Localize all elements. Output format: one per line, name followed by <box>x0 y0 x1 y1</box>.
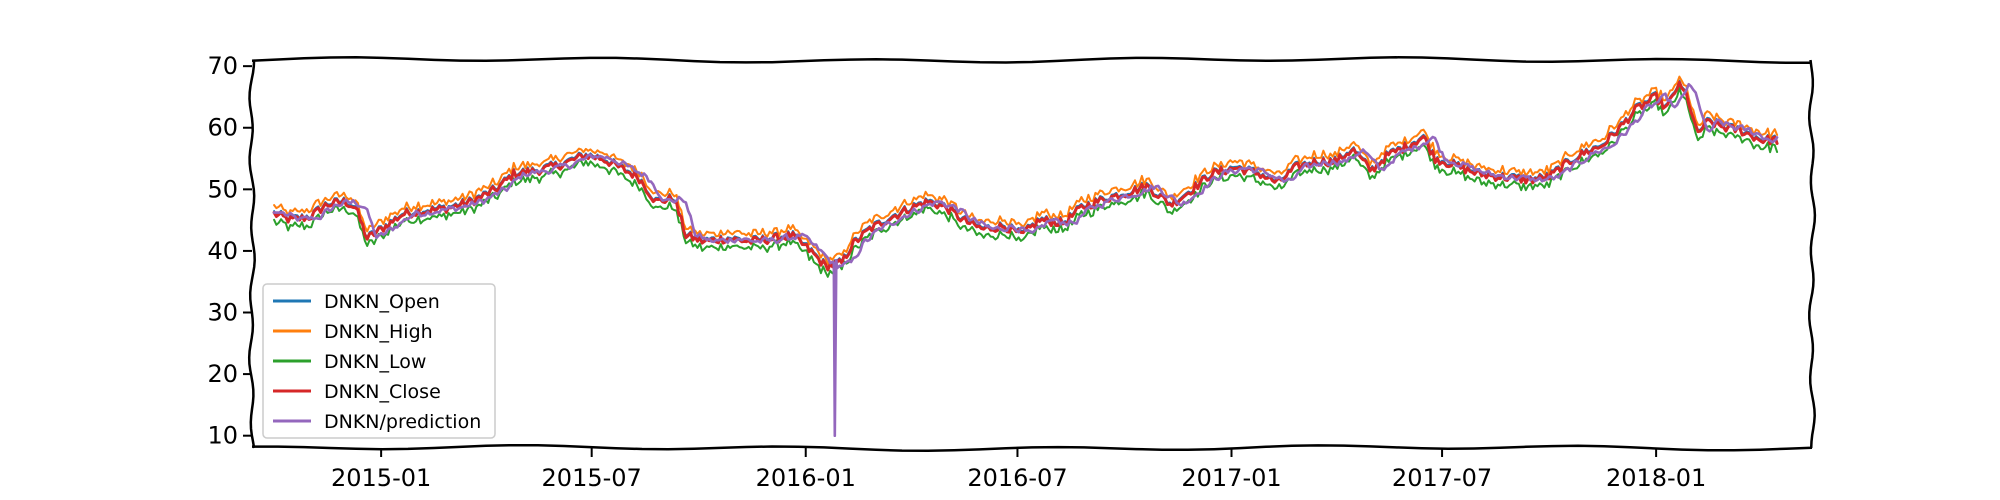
x-tick-label: 2018-01 <box>1606 464 1706 492</box>
legend-label: DNKN_High <box>324 321 433 343</box>
series-line-dnkn-high <box>273 75 1779 266</box>
axes-frame <box>247 56 1817 453</box>
y-tick-label: 60 <box>207 114 238 142</box>
series-line-dnkn-low <box>273 87 1779 278</box>
x-tick-label: 2015-07 <box>542 464 642 492</box>
legend: DNKN_Open DNKN_High DNKN_Low DNKN_Close DNKN… <box>262 283 496 439</box>
legend-label: DNKN/prediction <box>324 411 481 433</box>
x-tick-label: 2016-01 <box>756 464 856 492</box>
x-tick-label: 2017-07 <box>1392 464 1492 492</box>
y-tick-label: 40 <box>207 237 238 265</box>
series-line-dnkn-prediction <box>272 82 1779 437</box>
legend-label: DNKN_Close <box>324 381 441 403</box>
x-tick-label: 2017-01 <box>1181 464 1281 492</box>
series-layer <box>272 75 1779 437</box>
y-tick-label: 70 <box>207 52 238 80</box>
legend-box <box>262 283 496 439</box>
y-tick-label: 50 <box>207 175 238 203</box>
y-axis-ticks: 10 20 30 40 50 60 70 <box>207 52 252 450</box>
x-tick-label: 2015-01 <box>331 464 431 492</box>
x-tick-label: 2016-07 <box>967 464 1067 492</box>
legend-label: DNKN_Open <box>324 291 440 313</box>
y-tick-label: 20 <box>207 360 238 388</box>
x-axis-ticks: 2015-01 2015-07 2016-01 2016-07 2017-01 2017-… <box>331 448 1706 492</box>
y-tick-label: 10 <box>207 422 238 450</box>
legend-label: DNKN_Low <box>324 351 426 373</box>
y-tick-label: 30 <box>207 299 238 327</box>
